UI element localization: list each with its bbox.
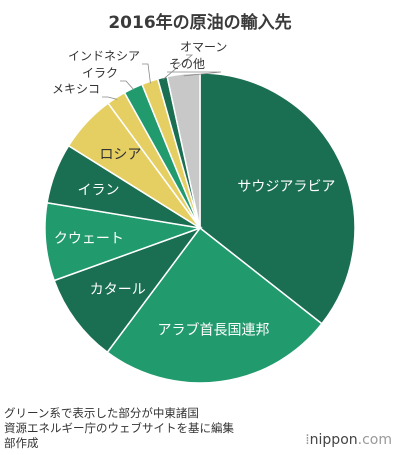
leader-line: [102, 96, 118, 100]
slice-0: [199, 72, 356, 325]
slice-2: [53, 226, 203, 354]
leader-lines: [102, 54, 222, 100]
brand-mark: ⁞: [305, 432, 310, 448]
slice-label: オマーン: [180, 40, 227, 54]
slice-label: インドネシア: [68, 49, 140, 63]
leader-line: [167, 71, 222, 77]
slice-label: イラク: [82, 66, 118, 80]
slice-label: アラブ首長国連邦: [157, 321, 269, 338]
slice-1: [106, 226, 323, 384]
leader-line: [162, 54, 194, 80]
slice-label: サウジアラビア: [237, 179, 335, 195]
slice-label: クウェート: [54, 231, 124, 247]
slice-label: カタール: [90, 282, 146, 298]
slice-label: イラン: [78, 183, 120, 199]
note-line-3: 部作成: [4, 436, 39, 450]
pie-slices: [44, 72, 356, 384]
brand-logo: ⁞nippon.com: [305, 432, 392, 448]
slice-label: メキシコ: [52, 82, 100, 96]
leader-line: [142, 63, 151, 84]
slice-label: その他: [169, 57, 205, 71]
slice-label: ロシア: [99, 147, 141, 163]
leader-line: [120, 80, 135, 91]
slice-10: [166, 72, 201, 229]
note-line-2: 資源エネルギー庁のウェブサイトを基に編集: [4, 421, 234, 435]
source-note: グリーン系で表示した部分が中東諸国 資源エネルギー庁のウェブサイトを基に編集 部…: [4, 406, 284, 451]
note-line-1: グリーン系で表示した部分が中東諸国: [4, 406, 199, 420]
chart-title: 2016年の原油の輸入先: [108, 13, 292, 33]
brand-suffix: .com: [357, 432, 392, 448]
brand-name: nippon: [309, 432, 358, 448]
